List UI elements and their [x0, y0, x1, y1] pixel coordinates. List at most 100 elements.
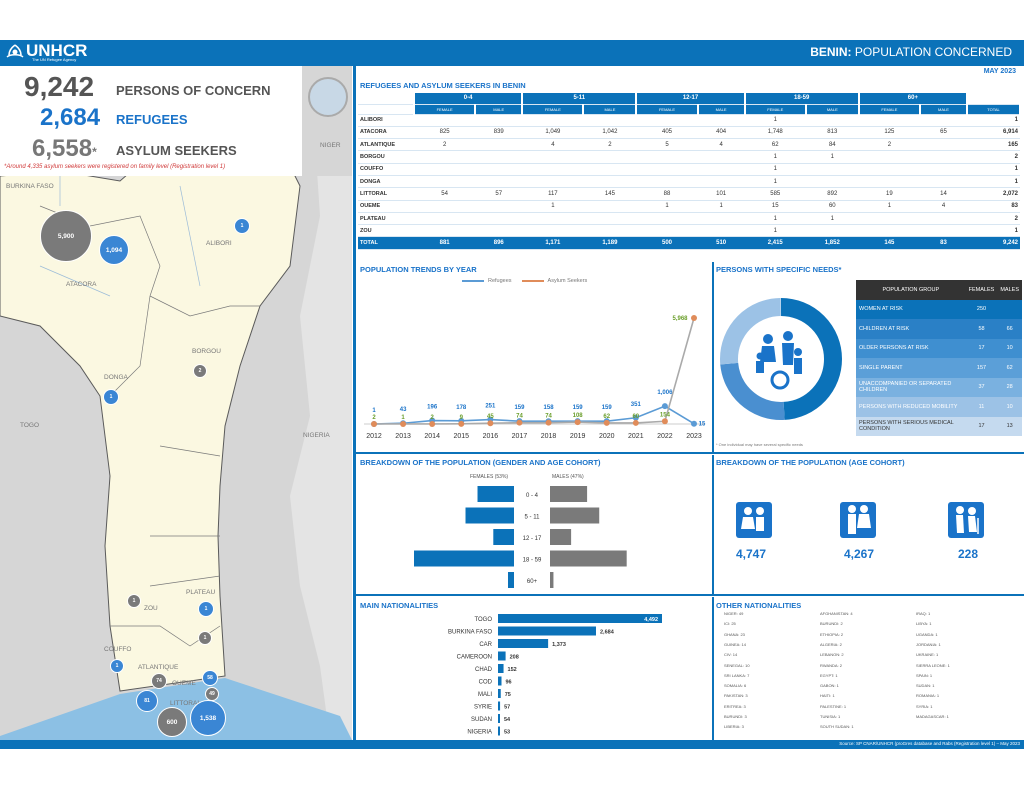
- trend-line-asylum: [373, 317, 695, 425]
- map-label-alibori: ALIBORI: [206, 240, 232, 247]
- nationality-bar: [498, 626, 596, 636]
- dept-table-wrap: 0-4 5-11 12-17 18-59 60+ FEMALE MALE FEMALE MALE…: [358, 93, 1021, 250]
- map-bubble: 1: [198, 631, 212, 645]
- pyramid-male-label: MALES (47%): [552, 474, 584, 480]
- other-nationality-item: JORDANIA: 1: [916, 641, 941, 647]
- legend-refugees-swatch: [462, 280, 484, 282]
- org-subtitle: The UN Refugee Agency: [32, 57, 77, 62]
- trend-point: [661, 403, 668, 410]
- needs-row: WOMEN AT RISK 250: [856, 299, 1022, 319]
- pyramid-category-label: 0 - 4: [526, 493, 539, 499]
- nationality-bar: [498, 676, 502, 686]
- nationality-label: SYRIE: [474, 705, 492, 711]
- needs-donut: [720, 298, 842, 420]
- persons-value: 9,242: [24, 71, 95, 102]
- pyramid-bar-male: [550, 507, 600, 524]
- table-row: COUFFO 1 1: [358, 163, 1020, 176]
- table-row: ATACORA 825 839 1,049 1,042 405 404 1,748 813 125…: [358, 126, 1020, 140]
- nationality-bar: [498, 664, 504, 673]
- pyramid-bar-male: [550, 529, 572, 545]
- asylum-label: ASYLUM SEEKERS: [116, 143, 237, 158]
- trend-data-label: 62: [603, 414, 610, 420]
- map-bubble: 1: [110, 659, 124, 673]
- other-nationality-item: BURUNDI: 3: [724, 714, 747, 719]
- persons-label: PERSONS OF CONCERN: [116, 83, 271, 98]
- map-label-zou: ZOU: [144, 605, 158, 612]
- pyramid-bar-male: [550, 550, 627, 567]
- trend-x-tick: 2016: [483, 433, 499, 440]
- elderly-icon: [948, 502, 984, 538]
- needs-row: PERSONS WITH SERIOUS MEDICAL CONDITION 17…: [856, 416, 1022, 436]
- needs-row: CHILDREN AT RISK 58 66: [856, 319, 1022, 339]
- other-nationality-item: MADAGASCAR: 1: [916, 714, 949, 719]
- other-nationality-item: UKRAINE: 1: [916, 652, 939, 658]
- trend-x-tick: 2014: [424, 433, 440, 440]
- trend-data-label: 178: [456, 405, 467, 411]
- children-icon: [736, 502, 772, 538]
- trend-point: [429, 420, 436, 427]
- asylum-value: 6,558*: [32, 135, 97, 162]
- trend-data-label: 251: [485, 404, 496, 410]
- map-label-atlantique: ATLANTIQUE: [138, 664, 179, 671]
- legend-refugees: Refugees: [488, 278, 512, 284]
- trend-x-tick: 2023: [686, 433, 702, 440]
- adults-icon: [840, 502, 876, 538]
- map-bubble: 1: [103, 389, 119, 405]
- nationality-label: CAR: [479, 642, 492, 648]
- other-nationality-item: SPAIN: 1: [916, 672, 933, 678]
- trend-point: [545, 419, 552, 426]
- trend-data-label: 5,968: [672, 316, 688, 322]
- asylum-note: *Around 4,335 asylum seekers were regist…: [4, 164, 226, 170]
- needs-row: PERSONS WITH REDUCED MOBILITY 11 10: [856, 397, 1022, 417]
- map-label-littoral: LITTORAL: [170, 700, 201, 707]
- other-nationality-item: ROMANIA: 1: [916, 693, 940, 699]
- nationality-bar: [498, 701, 501, 711]
- map-label-niger: NIGER: [320, 142, 341, 149]
- nationality-label: BURKINA FASO: [448, 630, 492, 636]
- mid-separator: [356, 452, 1024, 454]
- age-adults-value: 4,267: [844, 547, 875, 561]
- nationality-bar: [498, 714, 500, 723]
- other-nationality-item: IRAQ: 1: [916, 611, 931, 616]
- nationality-value-label: 53: [504, 730, 510, 736]
- trend-point: [371, 420, 377, 427]
- pyramid-bar-female: [465, 507, 514, 524]
- map-label-oueme: OUEME: [172, 680, 196, 687]
- map-label-togo: TOGO: [20, 422, 40, 429]
- trend-data-label: 74: [516, 414, 523, 420]
- needs-separator: [712, 262, 714, 452]
- nationality-value-label: 57: [504, 705, 510, 711]
- nationality-value-label: 208: [510, 655, 519, 661]
- other-nationality-item: SUDAN: 1: [916, 683, 935, 689]
- map-label-donga: DONGA: [104, 374, 128, 381]
- nationality-label: NIGERIA: [467, 730, 492, 736]
- map-bubble: 74: [151, 673, 167, 689]
- needs-table: POPULATION GROUP FEMALES MALES WOMEN AT RIS…: [856, 280, 1022, 436]
- table-row: LITTORAL 54 57 117 145 88 101 585 892 19 14 2,072: [358, 187, 1020, 201]
- needs-title: PERSONS WITH SPECIFIC NEEDS*: [716, 265, 842, 274]
- trend-data-label: 15: [699, 422, 706, 428]
- pyramid-category-label: 5 - 11: [525, 515, 541, 521]
- age-elderly-value: 228: [958, 547, 979, 561]
- nationality-label: MALI: [478, 692, 492, 698]
- trend-data-label: 159: [602, 405, 613, 411]
- pyramid-bar-male: [550, 572, 554, 588]
- map-bubble: 1,094: [99, 235, 129, 265]
- trend-data-label: 1: [372, 408, 376, 414]
- other-nationality-item: SOUTH SUDAN: 1: [820, 724, 854, 730]
- table-row: ZOU 1 1: [358, 224, 1020, 238]
- nationality-label: COD: [479, 680, 493, 686]
- table-row: PLATEAU 1 1 2: [358, 212, 1020, 226]
- age-title: BREAKDOWN OF THE POPULATION (AGE COHORT): [716, 458, 905, 467]
- other-nationality-item: SENEGAL: 10: [724, 662, 750, 668]
- dept-header-row: 0-4 5-11 12-17 18-59 60+: [358, 93, 1021, 105]
- trend-x-tick: 2022: [657, 433, 673, 440]
- table-row: ATLANTIQUE 2 4 2 5 4 62 84 2 165: [358, 138, 1020, 152]
- trend-point: [691, 315, 697, 321]
- table-row: DONGA 1 1: [358, 175, 1020, 189]
- legend-asylum-swatch: [521, 280, 544, 282]
- nationality-bar: [498, 639, 549, 648]
- pyramid-female-label: FEMALES (53%): [470, 474, 509, 480]
- map-label-borgou: BORGOU: [192, 348, 221, 355]
- map-bubble: 1: [198, 601, 214, 617]
